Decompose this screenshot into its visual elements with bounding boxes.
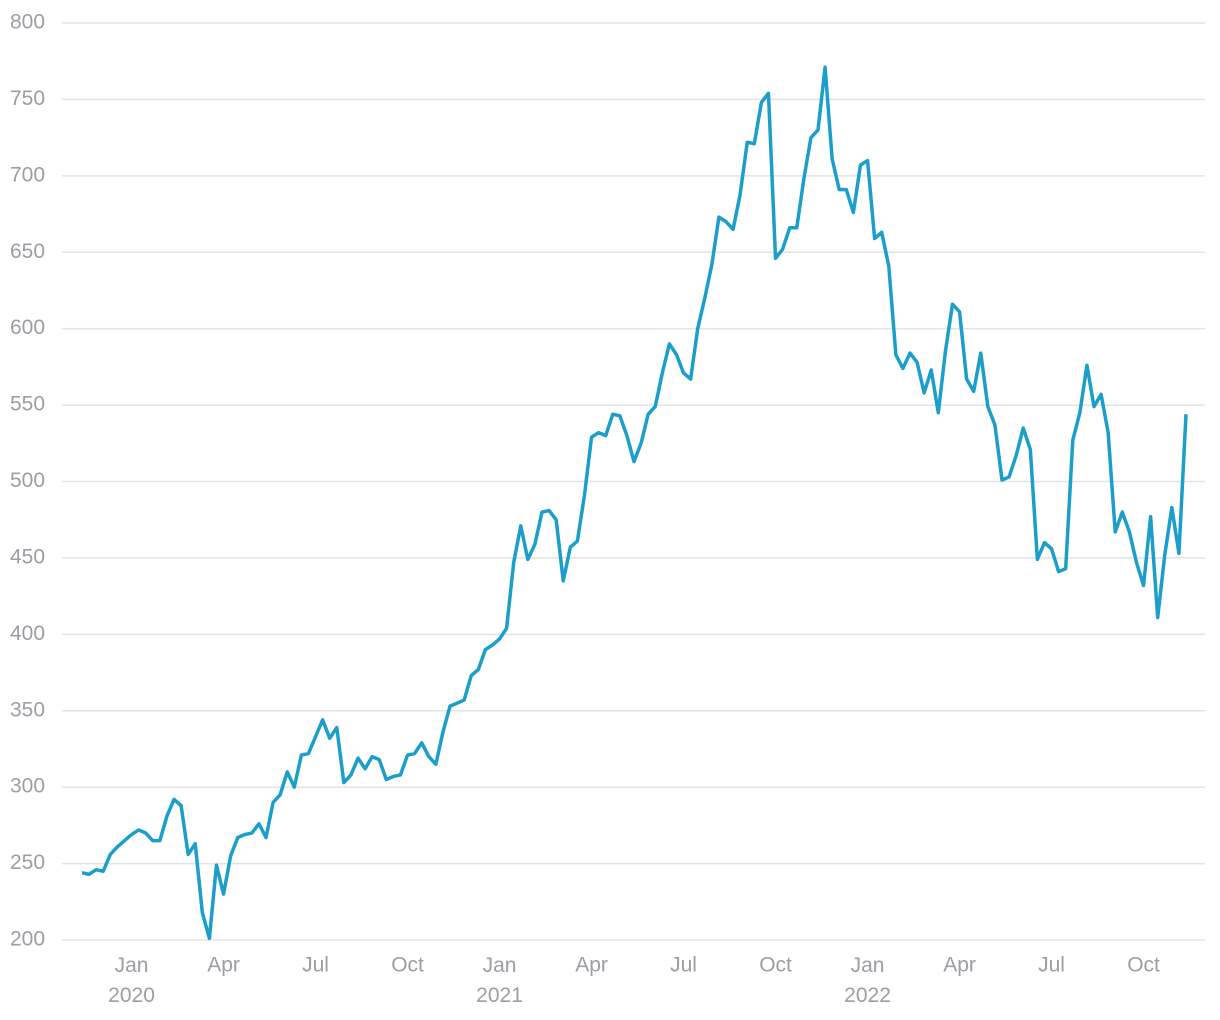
data-line (81, 65, 1188, 941)
y-tick-label: 250 (10, 851, 45, 874)
x-tick-label: Apr (943, 954, 976, 977)
y-tick-label: 750 (10, 87, 45, 110)
x-tick-label: Oct (759, 954, 792, 977)
x-tick-label: Jul (1038, 954, 1065, 977)
y-tick-label: 550 (10, 393, 45, 416)
tick-label-part: 2022 (844, 984, 891, 1007)
tick-label-part: Jan (483, 954, 517, 977)
y-tick-label: 300 (10, 775, 45, 798)
tick-label-part: 2021 (476, 984, 523, 1007)
x-tick-label: Jul (302, 954, 329, 977)
x-tick-label: Jan 2022 (844, 954, 891, 1007)
tick-label-part: 2020 (108, 984, 155, 1007)
y-tick-label: 600 (10, 316, 45, 339)
x-tick-label: Oct (391, 954, 424, 977)
y-tick-label: 500 (10, 469, 45, 492)
y-tick-label: 400 (10, 622, 45, 645)
x-tick-label: Oct (1127, 954, 1160, 977)
x-tick-label: Apr (575, 954, 608, 977)
x-tick-label: Jul (670, 954, 697, 977)
x-tick-label: Jan 2021 (476, 954, 523, 1007)
y-tick-label: 800 (10, 11, 45, 34)
tick-label-part: Jan (115, 954, 149, 977)
tick-label-part: Jan (851, 954, 885, 977)
y-tick-label: 450 (10, 545, 45, 568)
x-tick-label: Jan 2020 (108, 954, 155, 1007)
y-tick-label: 700 (10, 163, 45, 186)
y-tick-label: 200 (10, 928, 45, 951)
y-tick-label: 650 (10, 240, 45, 263)
x-tick-label: Apr (207, 954, 240, 977)
y-tick-label: 350 (10, 698, 45, 721)
